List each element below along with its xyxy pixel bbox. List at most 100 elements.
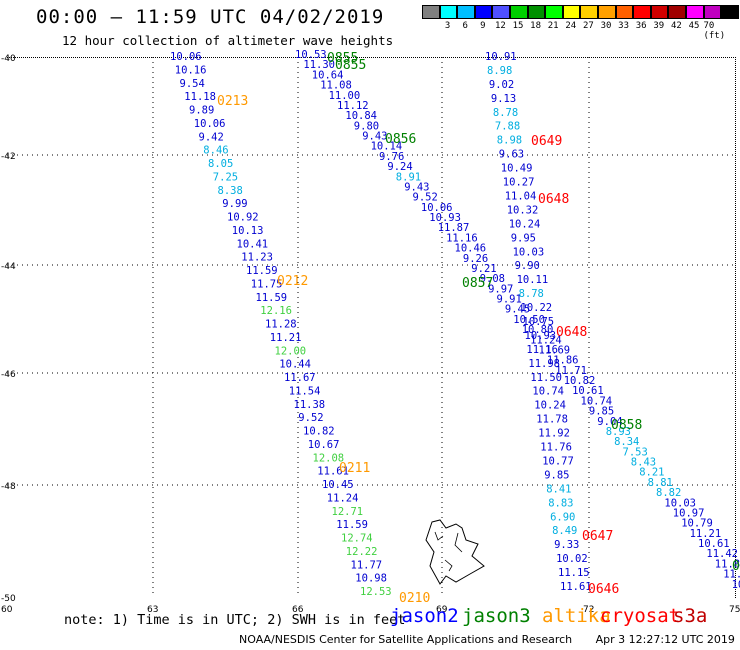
scale-label: 45 — [688, 21, 700, 31]
lon-label: 69 — [436, 605, 448, 615]
wave-height-value: 9.76 — [379, 151, 404, 163]
wave-height-value: 10.61 — [698, 538, 730, 550]
wave-height-value: 9.52 — [298, 412, 323, 424]
wave-height-value: 11.16 — [446, 232, 478, 244]
wave-height-value: 11.21 — [690, 528, 722, 540]
scale-label: 6 — [462, 21, 468, 31]
pass-time-label: 08 — [732, 559, 740, 574]
wave-height-value: 10.97 — [673, 508, 705, 520]
wave-height-value: 11.21 — [270, 332, 302, 344]
scale-label: 18 — [530, 21, 542, 31]
lon-label: 63 — [147, 605, 158, 615]
scale-swatch — [650, 5, 669, 19]
lat-label: -48 — [1, 482, 16, 492]
island-shape-2 — [434, 531, 463, 572]
wave-height-value: 9.85 — [544, 469, 569, 481]
legend-altika: altika — [542, 605, 611, 627]
wave-height-value: 11.38 — [294, 399, 326, 411]
scale-label: 39 — [653, 21, 665, 31]
scale-swatch — [668, 5, 686, 19]
scale-swatch — [721, 5, 739, 19]
wave-height-value: 11.86 — [547, 355, 579, 367]
wave-height-value: 9.91 — [497, 294, 522, 306]
wave-height-value: 11.42 — [706, 548, 738, 560]
wave-height-value: 12.22 — [346, 546, 378, 558]
lon-label: 60 — [1, 605, 13, 615]
wave-height-value: 9.95 — [511, 232, 536, 244]
wave-height-value: 11.18 — [184, 91, 216, 103]
wave-height-value: 10.79 — [681, 518, 713, 530]
scale-swatch — [474, 5, 493, 19]
scale-swatch — [545, 5, 563, 19]
wave-height-value: 11.73 — [723, 569, 740, 581]
lat-label: -42 — [1, 152, 16, 162]
wave-height-value: 10.94 — [732, 579, 740, 591]
wave-height-value: 8.81 — [648, 477, 673, 489]
scale-label: 12 — [494, 21, 506, 31]
scale-swatch — [597, 5, 616, 19]
wave-height-value: 8.49 — [552, 525, 577, 537]
wave-height-value: 10.91 — [485, 51, 517, 63]
page-title: 00:00 – 11:59 UTC 04/02/2019 — [36, 6, 385, 28]
wave-height-value: 10.11 — [517, 274, 549, 286]
wave-height-value: 12.53 — [360, 586, 392, 598]
lat-label: -50 — [1, 594, 16, 604]
wave-height-value: 11.59 — [336, 519, 368, 531]
wave-height-value: 8.43 — [631, 457, 656, 469]
wave-height-value: 8.05 — [208, 158, 233, 170]
pass-time-label: 0648 — [538, 192, 569, 207]
scale-swatch — [703, 5, 722, 19]
wave-height-value: 9.21 — [471, 263, 496, 275]
pass-time-label: 0858 — [611, 418, 642, 433]
scale-swatch — [685, 5, 704, 19]
wave-height-value: 9.90 — [515, 260, 540, 272]
track-dense-a: 10.5311.3010.6411.0811.0011.1210.849.809… — [295, 49, 740, 591]
scale-swatch — [580, 5, 598, 19]
wave-height-value: 8.83 — [548, 497, 573, 509]
wave-height-value: 11.87 — [438, 222, 470, 234]
wave-height-value: 11.15 — [558, 567, 590, 579]
wave-height-value: 11.92 — [538, 428, 570, 440]
wave-height-value: 8.78 — [493, 107, 518, 119]
wave-height-value: 11.59 — [256, 292, 288, 304]
wave-height-value: 10.50 — [513, 314, 545, 326]
lon-label: 75 — [729, 605, 740, 615]
footer: NOAA/NESDIS Center for Satellite Applica… — [239, 633, 735, 646]
wave-height-value: 11.61 — [317, 466, 349, 478]
legend-jason3: jason3 — [462, 605, 531, 627]
wave-height-value: 10.84 — [345, 110, 377, 122]
wave-height-value: 12.00 — [275, 345, 307, 357]
wave-height-value: 11.69 — [539, 345, 571, 357]
wave-height-value: 8.91 — [396, 171, 421, 183]
wave-height-value: 9.89 — [189, 105, 214, 117]
wave-height-value: 10.74 — [532, 386, 564, 398]
wave-height-value: 7.25 — [213, 171, 238, 183]
pass-time-label: 0855 — [327, 51, 358, 66]
wave-height-value: 11.54 — [289, 385, 321, 397]
wave-height-value: 11.59 — [246, 265, 278, 277]
wave-height-value: 10.27 — [503, 177, 535, 189]
wave-height-value: 8.34 — [614, 436, 639, 448]
wave-height-value: 12.08 — [313, 452, 345, 464]
wave-height-value: 10.03 — [664, 497, 696, 509]
wave-height-value: 10.02 — [556, 553, 588, 565]
wave-height-value: 11.98 — [528, 358, 560, 370]
wave-height-value: 9.63 — [499, 149, 524, 161]
footer-credit: NOAA/NESDIS Center for Satellite Applica… — [239, 633, 573, 646]
wave-height-value: 10.03 — [513, 246, 545, 258]
footer-time: Apr 3 12:27:12 UTC 2019 — [595, 633, 735, 646]
scale-label: 42 — [670, 21, 682, 31]
wave-height-value: 7.53 — [623, 446, 648, 458]
wave-height-value: 9.43 — [362, 131, 387, 143]
island-shape — [425, 519, 485, 585]
wave-height-value: 11.61 — [560, 581, 592, 593]
pass-time-label: 0647 — [582, 529, 613, 544]
scale-swatch — [527, 5, 546, 19]
page-subtitle: 12 hour collection of altimeter wave hei… — [62, 33, 394, 48]
wave-height-value: 9.24 — [387, 161, 412, 173]
scale-swatch — [562, 5, 581, 19]
wave-height-value: 12.74 — [341, 533, 373, 545]
wave-height-value: 10.06 — [170, 51, 202, 63]
wave-height-value: 10.93 — [429, 212, 461, 224]
wave-height-value: 10.14 — [371, 141, 403, 153]
